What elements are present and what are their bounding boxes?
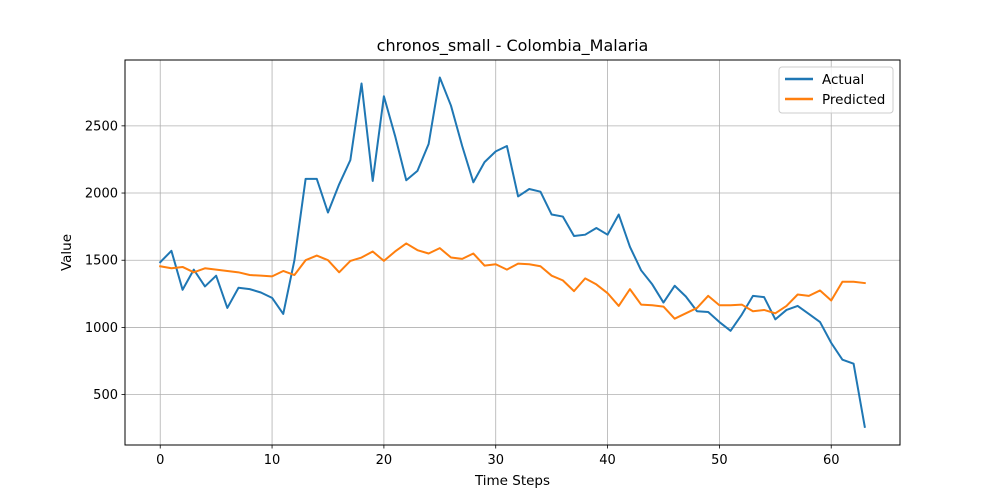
- series-line-predicted: [159, 242, 866, 320]
- x-tick-label: 40: [599, 453, 616, 468]
- grid-lines: [125, 60, 900, 445]
- x-tick-label: 50: [711, 453, 728, 468]
- chart-title: chronos_small - Colombia_Malaria: [377, 36, 649, 56]
- legend-label-actual: Actual: [822, 72, 864, 88]
- x-axis-title: Time Steps: [474, 473, 550, 489]
- x-tick-label: 30: [487, 453, 504, 468]
- y-tick-label: 2000: [85, 187, 118, 202]
- plot-area-frame: [124, 59, 901, 446]
- series-line-actual: [158, 76, 866, 429]
- y-axis-title: Value: [59, 234, 75, 271]
- series-lines: [158, 76, 866, 429]
- y-tick-label: 2500: [85, 119, 118, 134]
- x-tick-label: 10: [264, 453, 281, 468]
- axis-ticks: 0 10 20 30 40 50 60 500 1000 1500 2000 2500: [85, 119, 840, 468]
- y-tick-label: 1000: [85, 321, 118, 336]
- legend-label-predicted: Predicted: [822, 92, 885, 108]
- x-tick-label: 0: [156, 453, 164, 468]
- legend: Actual Predicted: [778, 66, 894, 114]
- x-tick-label: 20: [376, 453, 393, 468]
- y-tick-label: 500: [93, 388, 118, 403]
- x-tick-label: 60: [823, 453, 840, 468]
- y-tick-label: 1500: [85, 254, 118, 269]
